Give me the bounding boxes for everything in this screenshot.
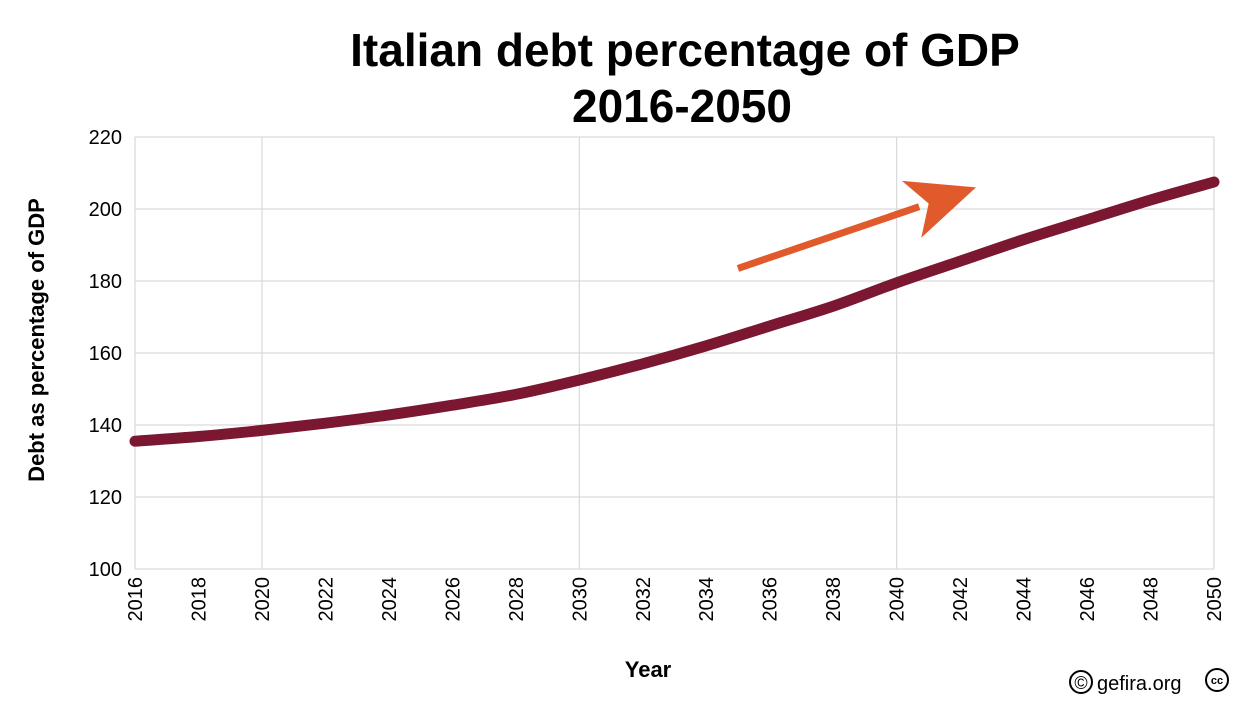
x-tick-label: 2034 — [696, 577, 718, 622]
chart-subtitle: 2016-2050 — [572, 80, 792, 132]
series-line — [129, 176, 1220, 447]
x-tick-label: 2024 — [379, 577, 401, 622]
y-tick-label: 180 — [89, 271, 122, 293]
chart-title: Italian debt percentage of GDP — [350, 24, 1020, 76]
y-tick-label: 220 — [89, 127, 122, 149]
y-axis-title: Debt as percentage of GDP — [24, 198, 49, 482]
arrow-head — [901, 180, 976, 238]
credit-text: gefira.org — [1097, 673, 1182, 695]
x-tick-label: 2044 — [1014, 577, 1036, 622]
y-tick-label: 140 — [89, 415, 122, 437]
y-tick-label: 160 — [89, 343, 122, 365]
x-tick-label: 2040 — [887, 577, 909, 622]
x-tick-label: 2028 — [506, 577, 528, 622]
cc-icon — [1205, 668, 1229, 692]
x-tick-label: 2050 — [1204, 577, 1226, 622]
y-axis-ticks: 100 120 140 160 180 200 220 — [89, 127, 122, 581]
copyright-symbol: © — [1074, 673, 1087, 693]
x-axis-ticks: 2016 2018 2020 2022 2024 2026 2028 2030 2032 2034… — [125, 577, 1226, 622]
x-tick-label: 2038 — [823, 577, 845, 622]
x-tick-label: 2026 — [442, 577, 464, 622]
x-tick-label: 2036 — [760, 577, 782, 622]
y-tick-label: 120 — [89, 487, 122, 509]
y-tick-label: 100 — [89, 559, 122, 581]
x-tick-label: 2042 — [950, 577, 972, 622]
x-tick-label: 2048 — [1141, 577, 1163, 622]
arrow-shaft — [736, 203, 921, 272]
x-tick-label: 2020 — [252, 577, 274, 622]
annotations — [736, 180, 976, 272]
x-tick-label: 2032 — [633, 577, 655, 622]
x-tick-label: 2016 — [125, 577, 147, 622]
copyright-icon — [1069, 670, 1093, 694]
x-axis-title: Year — [625, 657, 672, 682]
credit: © gefira.org cc — [1069, 668, 1229, 695]
x-tick-label: 2022 — [315, 577, 337, 622]
x-tick-label: 2046 — [1077, 577, 1099, 622]
cc-badge-text: cc — [1211, 675, 1223, 687]
x-tick-label: 2030 — [569, 577, 591, 622]
y-tick-label: 200 — [89, 199, 122, 221]
x-tick-label: 2018 — [188, 577, 210, 622]
